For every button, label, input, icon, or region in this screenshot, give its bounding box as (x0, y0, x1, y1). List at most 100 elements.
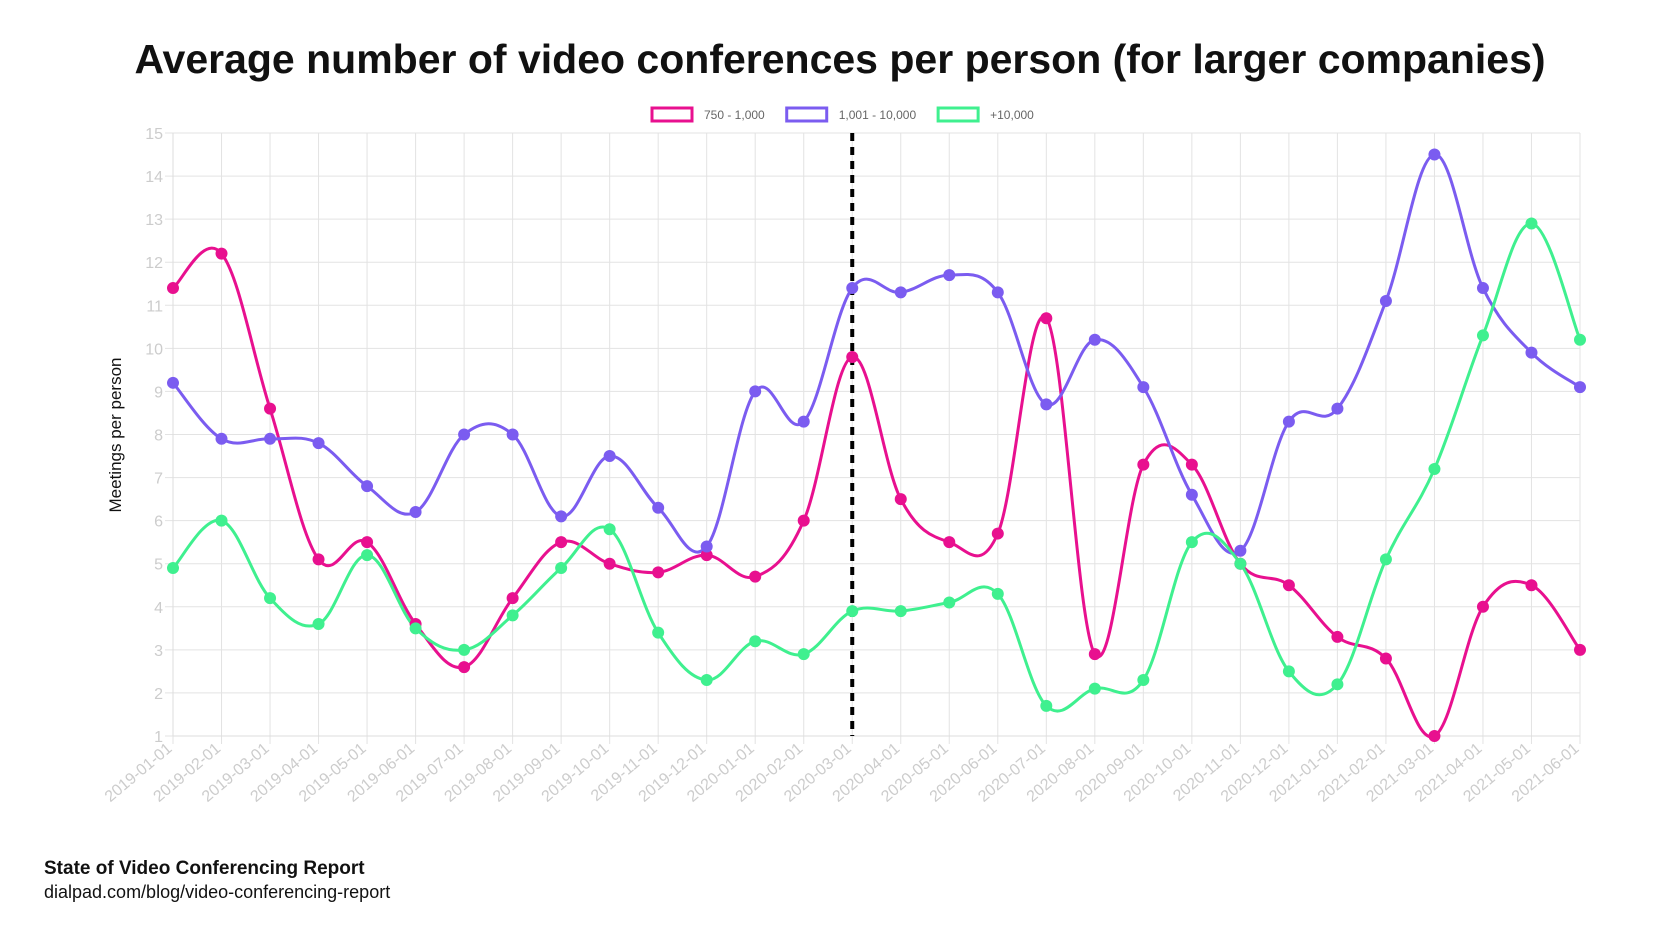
data-point (1379, 652, 1392, 665)
data-point (1476, 282, 1489, 295)
data-point (1428, 730, 1441, 742)
data-point (1137, 458, 1150, 471)
data-point (1040, 398, 1053, 411)
legend-swatch (785, 106, 829, 123)
data-point (1040, 312, 1053, 325)
data-point (215, 514, 228, 527)
data-point (797, 415, 810, 428)
data-point (361, 549, 374, 562)
data-point (215, 432, 228, 445)
data-point (749, 570, 762, 583)
y-tick-label: 14 (145, 169, 163, 186)
data-point (458, 661, 471, 674)
data-point (991, 286, 1004, 299)
data-point (991, 527, 1004, 540)
data-point (1234, 544, 1247, 557)
data-point (312, 553, 325, 566)
series-line-0 (171, 246, 1582, 739)
data-point (1331, 678, 1344, 691)
data-point (749, 385, 762, 398)
data-point (1525, 579, 1538, 592)
data-point (1525, 346, 1538, 359)
legend-label: 1,001 - 10,000 (839, 108, 917, 122)
data-point (409, 622, 422, 635)
data-point (555, 510, 568, 523)
y-tick-label: 11 (146, 298, 163, 315)
data-point (1040, 699, 1053, 712)
data-point (846, 605, 859, 618)
y-tick-label: 1 (154, 729, 163, 746)
data-point (264, 402, 277, 415)
legend-label: +10,000 (990, 108, 1034, 122)
data-point (1185, 458, 1198, 471)
data-point (506, 609, 519, 622)
data-point (1379, 553, 1392, 566)
data-point (1088, 682, 1101, 695)
data-point (409, 506, 422, 519)
data-point (846, 282, 859, 295)
data-point (1476, 329, 1489, 342)
y-tick-label: 7 (154, 471, 163, 488)
data-point (167, 562, 179, 575)
data-point (749, 635, 762, 648)
data-point (458, 643, 471, 656)
data-point (264, 432, 277, 445)
y-tick-label: 6 (154, 514, 163, 531)
data-point (1428, 148, 1441, 161)
data-point (361, 480, 374, 493)
data-point (603, 557, 616, 570)
data-point (1574, 381, 1586, 394)
y-tick-label: 3 (154, 643, 163, 660)
data-point (943, 269, 956, 282)
data-point (603, 450, 616, 463)
y-tick-label: 9 (154, 384, 163, 401)
data-point (506, 428, 519, 441)
data-point (1137, 381, 1150, 394)
data-point (361, 536, 374, 549)
y-tick-label: 4 (154, 600, 163, 617)
data-point (312, 437, 325, 450)
source-title: State of Video Conferencing Report (44, 858, 365, 879)
y-tick-label: 5 (154, 557, 163, 574)
data-point (1525, 217, 1538, 230)
data-point (894, 605, 907, 618)
data-point (312, 618, 325, 631)
chart-title: Average number of video conferences per … (134, 36, 1546, 82)
y-tick-label: 2 (154, 686, 163, 703)
data-point (555, 536, 568, 549)
data-point (894, 493, 907, 506)
legend-swatch (936, 106, 980, 123)
data-point (700, 540, 713, 553)
series-line-2 (171, 221, 1582, 713)
y-axis-label: Meetings per person (106, 358, 125, 513)
data-point (1137, 674, 1150, 687)
data-point (652, 566, 665, 579)
data-point (1331, 630, 1344, 643)
data-point (1331, 402, 1344, 415)
data-point (603, 523, 616, 536)
y-tick-label: 12 (145, 255, 163, 272)
source-url: dialpad.com/blog/video-conferencing-repo… (44, 882, 391, 902)
data-point (215, 247, 228, 260)
y-tick-label: 15 (145, 126, 163, 143)
series-points (167, 148, 1586, 742)
series-line-1 (171, 153, 1581, 555)
data-point (700, 674, 713, 687)
data-point (991, 587, 1004, 600)
data-point (943, 536, 956, 549)
data-point (1476, 600, 1489, 613)
data-point (555, 562, 568, 575)
data-point (652, 501, 665, 514)
data-point (1234, 557, 1247, 570)
data-point (846, 350, 859, 363)
y-tick-label: 13 (145, 212, 163, 229)
data-point (1428, 462, 1441, 475)
data-point (943, 596, 956, 609)
data-point (458, 428, 471, 441)
legend-swatch (650, 106, 694, 123)
chart-grid (165, 132, 1581, 744)
data-point (1282, 665, 1295, 678)
data-point (264, 592, 277, 605)
data-point (797, 648, 810, 661)
